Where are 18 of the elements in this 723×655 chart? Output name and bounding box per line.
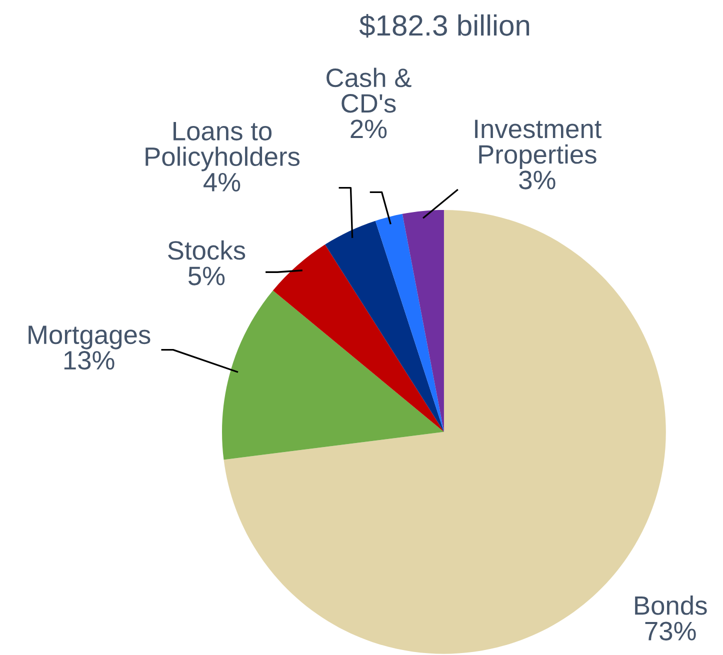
data-label: 5%: [188, 266, 225, 286]
slice-label: Cash & CD's: [326, 68, 412, 113]
slice-label: Stocks: [168, 240, 246, 260]
slice-label: Loans to Policyholders: [146, 122, 300, 172]
pie-slice: [325, 220, 444, 432]
slice-label: Investment Properties: [475, 120, 602, 170]
data-label: 73%: [645, 622, 696, 640]
pie-slice: [272, 244, 444, 432]
slice-label: Bonds: [635, 596, 707, 615]
data-label: 4%: [204, 172, 240, 192]
pie-slice: [222, 290, 444, 460]
pie-slice: [402, 210, 444, 432]
data-label: 13%: [64, 350, 114, 370]
chart-title: $182.3 billion: [359, 14, 530, 38]
data-label: 3%: [519, 170, 556, 190]
slice-label: Mortgages: [28, 326, 150, 350]
data-label: 2%: [350, 120, 387, 138]
pie-slice: [375, 214, 444, 432]
